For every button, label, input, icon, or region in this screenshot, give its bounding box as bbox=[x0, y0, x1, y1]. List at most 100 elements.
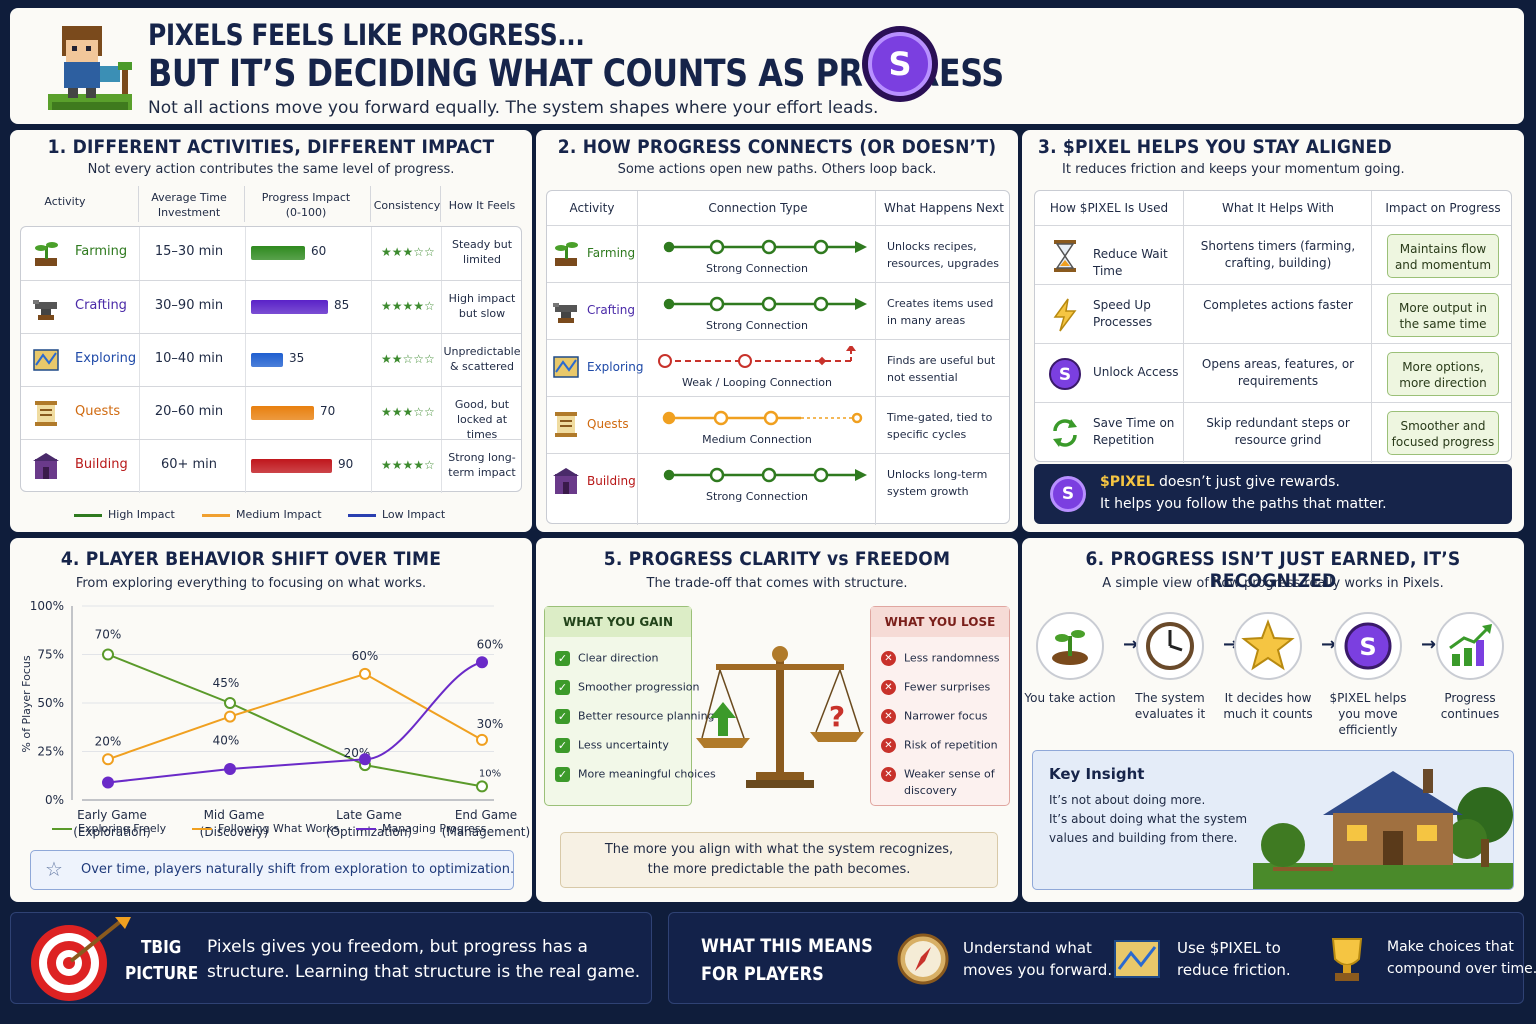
x-tick-label: (Discovery) bbox=[200, 825, 269, 839]
header-subtitle: Not all actions move you forward equally… bbox=[148, 98, 879, 118]
star-outline-icon: ☆ bbox=[45, 857, 63, 881]
hourglass-icon bbox=[1054, 240, 1076, 272]
activity-name: Exploring bbox=[587, 360, 644, 374]
banner-line2: It helps you follow the paths that matte… bbox=[1100, 496, 1387, 512]
impact-pill: Maintains flow and momentum bbox=[1387, 234, 1499, 278]
panel3-subtitle: It reduces friction and keeps your momen… bbox=[1062, 162, 1405, 177]
series-line bbox=[107, 653, 483, 788]
usage-label: Unlock Access bbox=[1093, 365, 1179, 379]
table-row: Save Time on Repetition Skip redundant st… bbox=[1035, 402, 1511, 461]
lose-title: WHAT YOU LOSE bbox=[871, 607, 1009, 637]
activity-name: Crafting bbox=[587, 303, 635, 317]
check-icon: ✓ bbox=[555, 680, 570, 695]
panel-behavior-chart: 4. PLAYER BEHAVIOR SHIFT OVER TIME From … bbox=[10, 538, 532, 902]
panel4-title: 4. PLAYER BEHAVIOR SHIFT OVER TIME bbox=[60, 548, 442, 570]
quests-icon-wrap bbox=[551, 409, 581, 439]
connection-line bbox=[663, 467, 867, 483]
impact-bar bbox=[251, 406, 314, 420]
impact-bar bbox=[251, 300, 328, 314]
chart-note: ☆ Over time, players naturally shift fro… bbox=[30, 850, 514, 890]
helps-with: Completes actions faster bbox=[1203, 298, 1353, 312]
check-icon: ✓ bbox=[555, 709, 570, 724]
banner-bold: $PIXEL bbox=[1100, 474, 1155, 490]
feels-text: High impact but slow bbox=[448, 292, 516, 320]
svg-text:?: ? bbox=[829, 700, 845, 733]
data-label: 60% bbox=[477, 637, 504, 651]
table-row: S Unlock Access Opens areas, features, or … bbox=[1035, 343, 1511, 402]
feels-text: Strong long-term impact bbox=[448, 451, 516, 479]
flow-step bbox=[1136, 612, 1204, 680]
means-title2: FOR PLAYERS bbox=[701, 963, 824, 985]
arrow-right-icon: → bbox=[1123, 634, 1139, 655]
gain-item: ✓ More meaningful choices bbox=[555, 767, 716, 782]
consistency-stars: ★★☆☆☆ bbox=[381, 352, 435, 366]
helps-with: Opens areas, features, or requirements bbox=[1201, 357, 1355, 388]
gain-label: Less uncertainty bbox=[578, 738, 669, 752]
legend-label: Medium Impact bbox=[236, 508, 322, 521]
activity-name: Quests bbox=[587, 417, 629, 431]
connection-type: Strong Connection bbox=[706, 319, 808, 332]
farmhouse-icon bbox=[1253, 769, 1513, 889]
building-icon bbox=[33, 453, 59, 479]
x-tick-label: Late Game bbox=[336, 808, 402, 822]
sprout-icon bbox=[1052, 630, 1088, 665]
header-card: PIXELS FEELS LIKE PROGRESS... BUT IT’S D… bbox=[10, 8, 1524, 124]
panel3-title: 3. $PIXEL HELPS YOU STAY ALIGNED bbox=[1038, 136, 1392, 158]
data-label: 60% bbox=[352, 649, 379, 663]
table-row: Crafting Strong Connection Creates items u… bbox=[547, 282, 1009, 339]
panel5-title: 5. PROGRESS CLARITY vs FREEDOM bbox=[603, 548, 951, 570]
exploring-icon bbox=[553, 356, 579, 378]
panel-connections: 2. HOW PROGRESS CONNECTS (OR DOESN’T) So… bbox=[536, 130, 1018, 532]
y-tick-label: 25% bbox=[37, 745, 64, 759]
crafting-icon-wrap bbox=[31, 292, 61, 322]
impact-pill: More options, more direction bbox=[1387, 352, 1499, 396]
panel-clarity-freedom: 5. PROGRESS CLARITY vs FREEDOM The trade… bbox=[536, 538, 1018, 902]
lose-label: Narrower focus bbox=[904, 709, 988, 723]
chart-legend-item: Managing Progress bbox=[356, 822, 486, 835]
panel6-subtitle: A simple view of how progress really wor… bbox=[1102, 576, 1444, 591]
what-happens-next: Creates items used in many areas bbox=[887, 297, 994, 327]
y-tick-label: 100% bbox=[30, 599, 64, 613]
svg-text:S: S bbox=[1359, 633, 1376, 661]
coin-icon: S bbox=[1344, 622, 1392, 670]
x-mark-icon: ✕ bbox=[881, 767, 896, 782]
panel-recognized: 6. PROGRESS ISN’T JUST EARNED, IT’S RECO… bbox=[1022, 538, 1524, 902]
means-title1: WHAT THIS MEANS bbox=[701, 935, 873, 957]
quote-line2: the more predictable the path becomes. bbox=[647, 862, 911, 877]
x-tick-label: Early Game bbox=[77, 808, 147, 822]
flow-step-label: $PIXEL helps you move efficiently bbox=[1329, 691, 1407, 737]
big-picture-title1: TBIG bbox=[141, 937, 182, 958]
means-line2: compound over time. bbox=[1387, 961, 1536, 977]
trophy-icon bbox=[1331, 938, 1363, 981]
x-mark-icon: ✕ bbox=[881, 651, 896, 666]
x-tick-label: (Management) bbox=[442, 825, 530, 839]
gain-box: WHAT YOU GAIN ✓ Clear direction ✓ Smoother … bbox=[544, 606, 716, 806]
connection-line bbox=[663, 296, 867, 312]
lose-label: Fewer surprises bbox=[904, 680, 991, 694]
data-point bbox=[102, 648, 114, 661]
y-tick-label: 75% bbox=[37, 648, 64, 662]
time-investment: 60+ min bbox=[160, 457, 218, 472]
clarity-quote: The more you align with what the system … bbox=[560, 832, 998, 888]
connection-type: Strong Connection bbox=[706, 262, 808, 275]
series-name: Managing Progress bbox=[382, 822, 487, 835]
flow-step bbox=[1234, 612, 1302, 680]
lose-box: WHAT YOU LOSE ✕ Less randomness ✕ Fewer sur… bbox=[870, 606, 1010, 806]
legend-item: Low Impact bbox=[348, 508, 445, 521]
flow-step bbox=[1036, 612, 1104, 680]
table-row: Building 60+ min 90 ★★★★☆ Strong long-term i… bbox=[21, 439, 521, 493]
lose-item: ✕ Risk of repetition bbox=[881, 738, 998, 753]
data-point bbox=[476, 780, 488, 793]
what-happens-next: Time-gated, tied to specific cycles bbox=[887, 411, 993, 441]
table-row: Exploring 10–40 min 35 ★★☆☆☆ Unpredictable &… bbox=[21, 333, 521, 387]
note-text: Over time, players naturally shift from … bbox=[81, 862, 515, 877]
activity-name: Farming bbox=[75, 244, 128, 259]
pixel-banner: S $PIXEL doesn’t just give rewards. It h… bbox=[1034, 464, 1512, 524]
data-point bbox=[224, 697, 236, 709]
table-row: Quests Medium Connection Time-gated, tied … bbox=[547, 396, 1009, 453]
consistency-stars: ★★★★☆ bbox=[381, 299, 435, 313]
what-happens-next: Unlocks long-term system growth bbox=[887, 468, 988, 498]
check-icon: ✓ bbox=[555, 767, 570, 782]
map-icon bbox=[1114, 940, 1160, 978]
insight-line3: values and building from there. bbox=[1049, 831, 1238, 845]
